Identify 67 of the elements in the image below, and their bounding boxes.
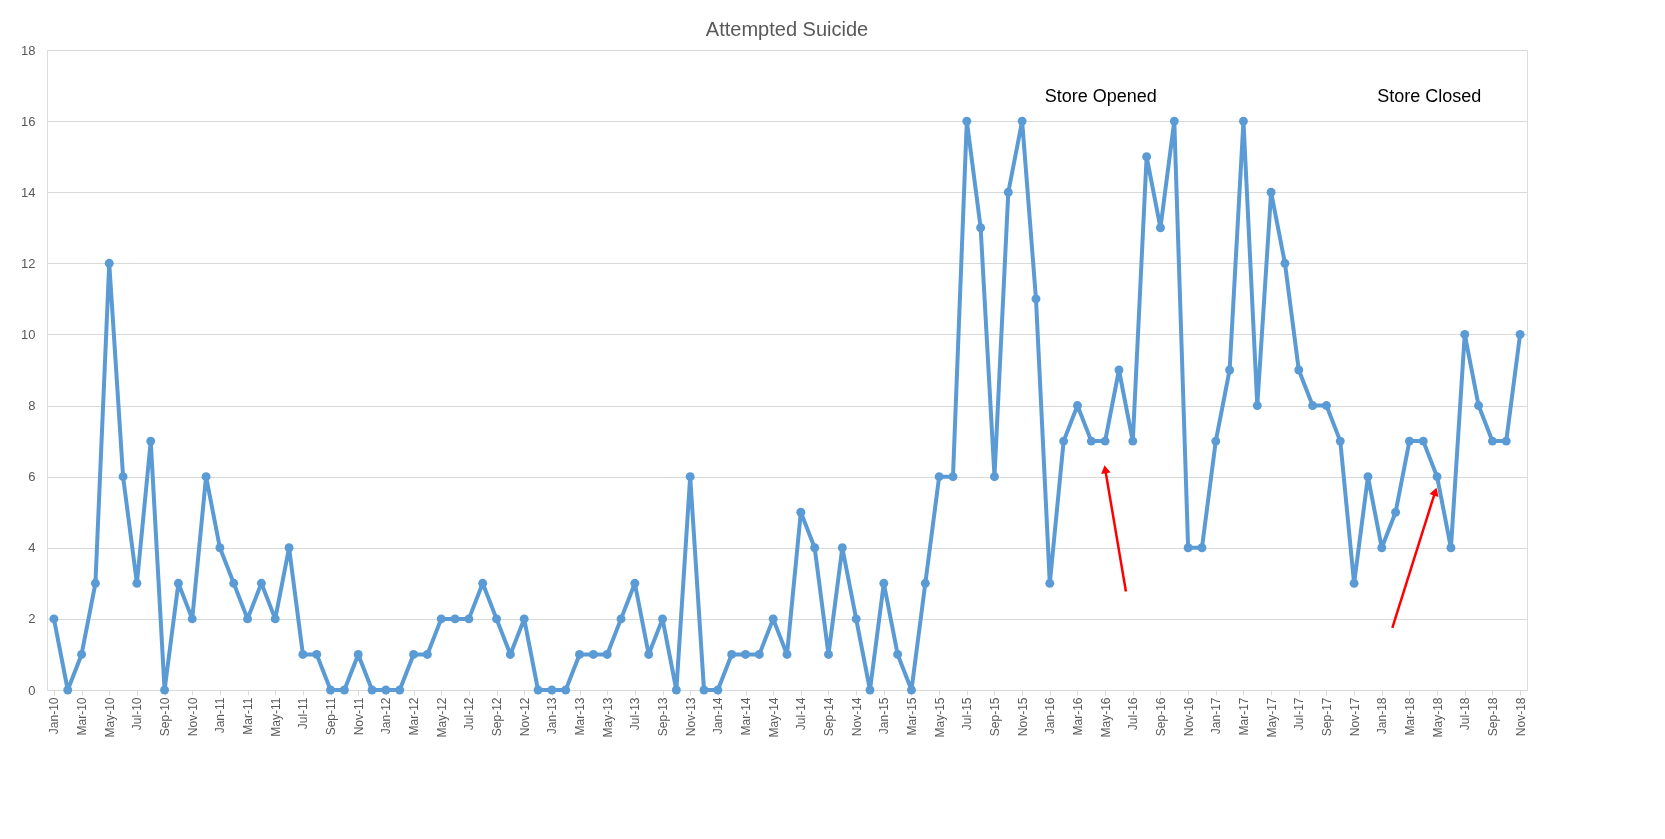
y-tick-label: 16 [21,113,36,129]
x-tick-label: Mar-16 [1070,697,1085,736]
x-tick-label: Mar-15 [904,697,919,736]
x-tick-label: May-16 [1098,697,1113,738]
x-tick-label: Jan-10 [47,697,62,735]
x-tick-label: Jul-12 [462,697,477,731]
x-tick-label: Jul-15 [960,697,975,731]
x-tick-label: Sep-17 [1319,697,1334,737]
y-tick-label: 18 [21,42,36,58]
x-tick-label: Sep-12 [490,697,505,737]
x-tick-label: May-18 [1430,697,1445,738]
x-tick-label: Sep-10 [158,697,173,737]
x-tick-label: May-11 [268,697,283,737]
x-tick-label: Sep-11 [324,697,339,736]
x-tick-label: Nov-15 [1015,697,1030,737]
x-tick-label: May-14 [766,697,781,738]
x-tick-label: Jul-16 [1126,697,1141,731]
x-tick-label: Mar-11 [241,697,256,735]
x-tick-label: Mar-12 [407,697,422,736]
x-tick-label: Sep-14 [822,697,836,737]
x-tick-label: Sep-18 [1485,697,1500,737]
x-tick-label: Sep-13 [656,697,671,737]
x-tick-label: Nov-14 [849,697,864,737]
y-tick-label: 14 [21,184,36,200]
y-tick-label: 12 [21,255,36,271]
x-tick-label: Mar-14 [739,697,753,736]
y-tick-label: 0 [28,682,36,698]
y-tick-label: 2 [28,611,36,627]
x-tick-label: Nov-16 [1181,697,1196,737]
x-tick-label: May-13 [600,697,615,738]
x-tick-label: May-17 [1264,697,1279,738]
y-tick-label: 6 [28,469,36,485]
x-tick-label: Jul-18 [1458,697,1473,731]
x-tick-label: Jan-16 [1043,697,1058,735]
y-tick-label: 4 [28,540,36,556]
x-tick-label: Jan-15 [877,697,892,735]
x-tick-label: Jul-14 [794,697,809,731]
x-tick-label: Jan-13 [545,697,560,735]
x-tick-label: Jul-10 [130,697,145,731]
x-tick-label: Jan-17 [1209,697,1224,735]
x-tick-label: May-15 [932,697,947,738]
x-tick-label: Jan-11 [213,697,228,734]
x-tick-label: Sep-15 [987,697,1002,737]
x-tick-label: Jul-17 [1292,697,1307,731]
x-tick-label: Nov-12 [517,697,532,737]
x-tick-label: Nov-18 [1513,697,1528,737]
x-tick-label: Mar-10 [75,697,90,736]
x-tick-label: Jan-18 [1375,697,1390,735]
x-tick-label: Jul-13 [628,697,643,731]
x-tick-label: Nov-10 [185,697,200,737]
x-tick-label: Mar-17 [1236,697,1251,736]
x-tick-label: Mar-18 [1402,697,1417,736]
x-tick-label: May-12 [434,697,449,738]
y-tick-label: 10 [21,326,36,342]
x-tick-label: Jul-11 [296,697,311,730]
annotation: Store Closed [1377,85,1482,106]
x-tick-label: Nov-17 [1347,697,1362,737]
x-tick-label: Nov-11 [351,697,366,736]
chart-title: Attempted Suicide [705,18,869,40]
x-tick-label: May-10 [102,697,117,738]
x-tick-label: Nov-13 [683,697,698,737]
x-tick-label: Jan-12 [379,697,394,735]
y-tick-label: 8 [28,398,36,414]
x-tick-label: Sep-16 [1153,697,1168,737]
x-tick-label: Jan-14 [711,697,726,735]
annotation: Store Opened [1044,85,1157,106]
x-tick-label: Mar-13 [573,697,588,736]
